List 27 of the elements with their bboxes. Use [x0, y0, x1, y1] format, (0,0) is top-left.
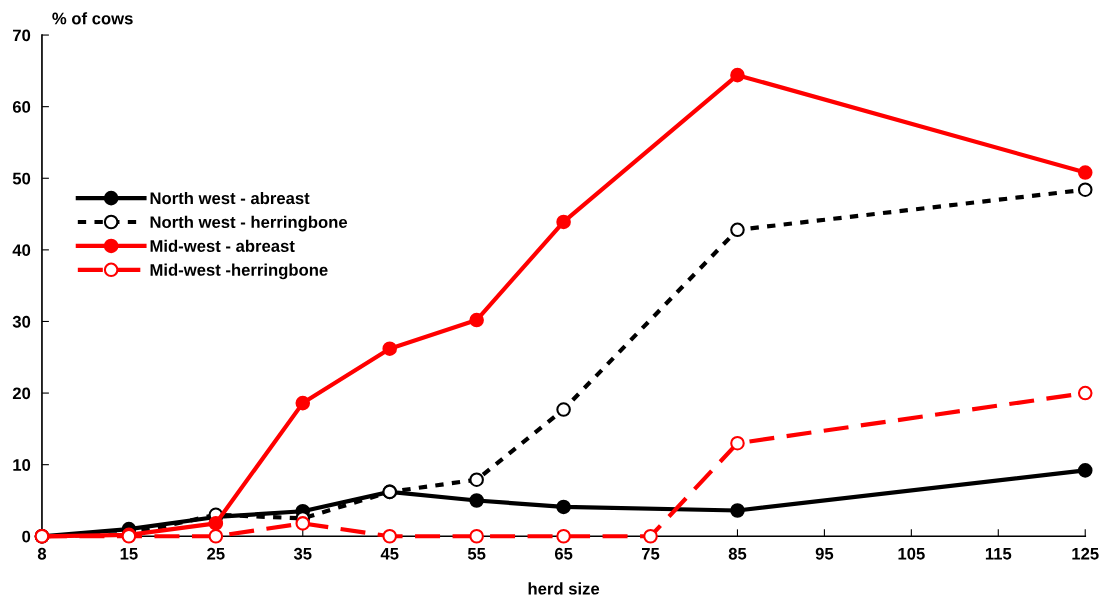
x-tick-label: 125 — [1072, 547, 1099, 560]
y-tick-label: 60 — [12, 101, 31, 113]
x-tick-label: 65 — [554, 547, 573, 560]
y-tick-label: 50 — [12, 172, 31, 185]
x-tick-label: 25 — [207, 547, 225, 560]
x-tick-label: 115 — [985, 548, 1012, 560]
x-tick-label: 15 — [120, 548, 138, 560]
x-tick-label: 8 — [37, 547, 47, 560]
x-tick-label: 35 — [293, 547, 312, 560]
y-tick-label: 20 — [12, 387, 31, 400]
x-tick-label: 45 — [380, 548, 399, 560]
y-tick-label: 40 — [12, 244, 31, 257]
x-tick-label: 105 — [898, 547, 925, 560]
legend-label: Mid-west - abreast — [150, 239, 295, 252]
x-tick-label: 95 — [815, 547, 834, 560]
y-tick-label: 70 — [13, 29, 31, 42]
y-axis-title: % of cows — [52, 12, 133, 25]
legend-label: North west - herringbone — [150, 215, 348, 232]
x-tick-label: 85 — [728, 547, 747, 560]
y-tick-label: 0 — [22, 530, 31, 543]
legend-label: Mid-west -herringbone — [150, 263, 328, 280]
x-tick-label: 75 — [641, 548, 660, 560]
legend-label: North west - abreast — [150, 191, 310, 205]
x-tick-label: 55 — [467, 548, 486, 560]
x-axis-title: herd size — [528, 582, 600, 595]
y-tick-label: 10 — [13, 459, 31, 471]
y-tick-label: 30 — [12, 315, 31, 328]
